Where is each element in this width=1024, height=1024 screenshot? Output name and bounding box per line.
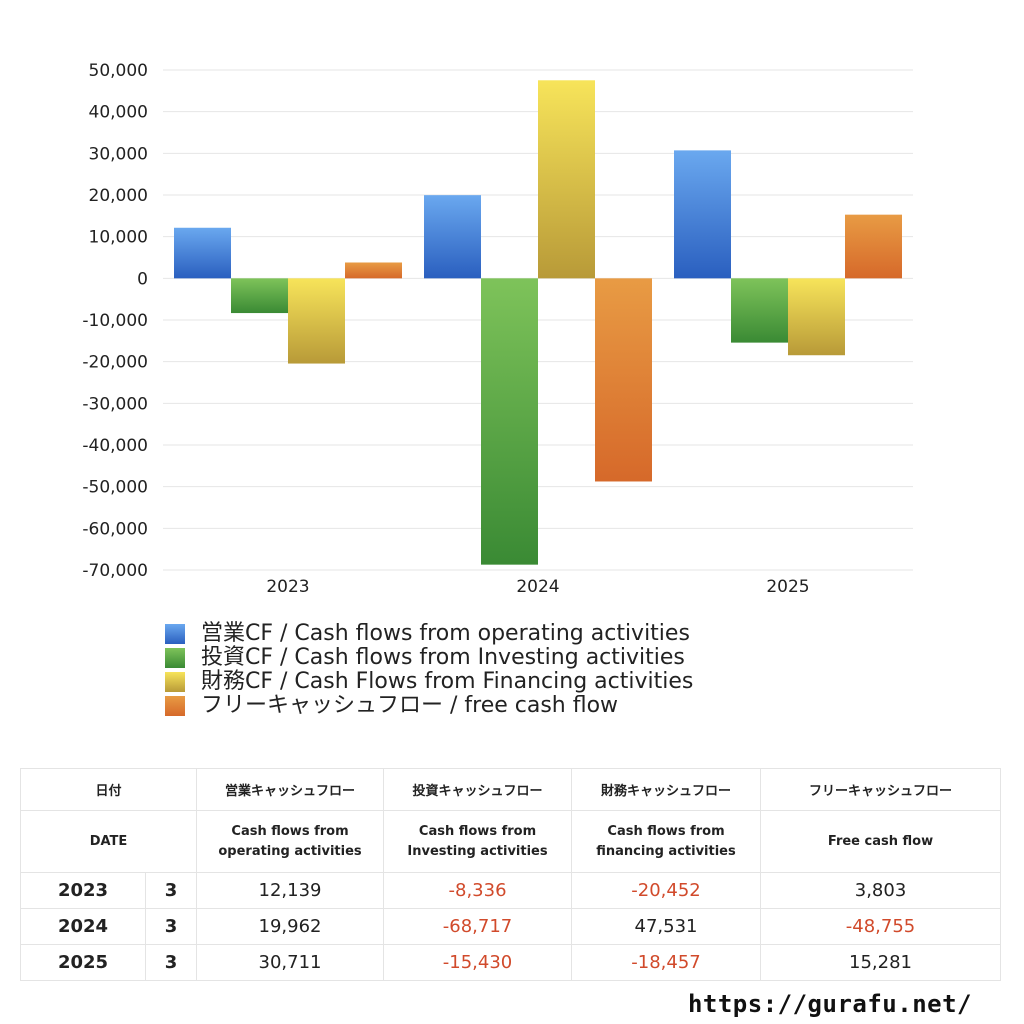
row-month: 3 bbox=[144, 944, 198, 981]
y-tick-label: -60,000 bbox=[82, 519, 148, 539]
header-operating-en: Cash flows from operating activities bbox=[196, 810, 385, 873]
legend-swatch-operating bbox=[165, 624, 185, 644]
x-tick-label: 2024 bbox=[516, 577, 559, 597]
bar-financing-2023 bbox=[288, 278, 345, 364]
x-tick-label: 2023 bbox=[266, 577, 309, 597]
table-row: 2025 3 30,711 -15,430 -18,457 15,281 bbox=[20, 944, 1002, 981]
legend-item: 財務CF / Cash Flows from Financing activit… bbox=[165, 670, 693, 694]
header-operating-jp: 営業キャッシュフロー bbox=[196, 768, 385, 811]
header-free-jp: フリーキャッシュフロー bbox=[760, 768, 1002, 811]
site-url[interactable]: https://gurafu.net/ bbox=[687, 990, 972, 1018]
bar-operating-2025 bbox=[674, 150, 731, 279]
cell-investing: -15,430 bbox=[383, 944, 573, 981]
cell-investing: -8,336 bbox=[383, 872, 573, 909]
cell-free: -48,755 bbox=[760, 908, 1002, 945]
header-date-jp: 日付 bbox=[19, 768, 198, 811]
cell-investing: -68,717 bbox=[383, 908, 573, 945]
cell-operating: 19,962 bbox=[196, 908, 385, 945]
y-tick-label: -50,000 bbox=[82, 478, 148, 498]
cell-financing: -20,452 bbox=[571, 872, 762, 909]
y-tick-label: 50,000 bbox=[89, 61, 148, 81]
legend-swatch-investing bbox=[165, 648, 185, 668]
y-tick-label: 0 bbox=[137, 269, 148, 289]
row-year: 2023 bbox=[20, 872, 146, 909]
bar-investing-2023 bbox=[231, 278, 288, 314]
legend-label-free: フリーキャッシュフロー / free cash flow bbox=[201, 693, 619, 718]
cell-financing: -18,457 bbox=[571, 944, 762, 981]
table-header-row: 日付 営業キャッシュフロー 投資キャッシュフロー 財務キャッシュフロー フリーキ… bbox=[19, 768, 1002, 811]
header-investing-jp: 投資キャッシュフロー bbox=[383, 768, 573, 811]
row-month: 3 bbox=[144, 908, 198, 945]
bar-financing-2025 bbox=[788, 278, 845, 356]
chart-legend: 営業CF / Cash flows from operating activit… bbox=[165, 622, 693, 718]
row-year: 2025 bbox=[20, 944, 146, 981]
y-tick-label: -30,000 bbox=[82, 394, 148, 414]
legend-label-financing: 財務CF / Cash Flows from Financing activit… bbox=[201, 669, 694, 694]
x-tick-label: 2025 bbox=[766, 577, 809, 597]
bar-operating-2024 bbox=[424, 195, 481, 279]
y-tick-label: 20,000 bbox=[89, 186, 148, 206]
header-date-en: DATE bbox=[19, 810, 198, 873]
header-financing-jp: 財務キャッシュフロー bbox=[571, 768, 762, 811]
legend-label-investing: 投資CF / Cash flows from Investing activit… bbox=[201, 645, 685, 670]
header-investing-en: Cash flows from Investing activities bbox=[383, 810, 573, 873]
legend-swatch-free bbox=[165, 696, 185, 716]
y-tick-label: -20,000 bbox=[82, 353, 148, 373]
bar-free-2024 bbox=[595, 278, 652, 482]
legend-item: 営業CF / Cash flows from operating activit… bbox=[165, 622, 693, 646]
row-month: 3 bbox=[144, 872, 198, 909]
row-year: 2024 bbox=[20, 908, 146, 945]
cell-free: 15,281 bbox=[760, 944, 1002, 981]
bar-free-2025 bbox=[845, 214, 902, 279]
cell-operating: 12,139 bbox=[196, 872, 385, 909]
bar-free-2023 bbox=[345, 262, 402, 279]
table-row: 2023 3 12,139 -8,336 -20,452 3,803 bbox=[20, 872, 1002, 909]
bar-investing-2024 bbox=[481, 278, 538, 565]
bar-financing-2024 bbox=[538, 80, 595, 279]
cell-free: 3,803 bbox=[760, 872, 1002, 909]
table-row: 2024 3 19,962 -68,717 47,531 -48,755 bbox=[20, 908, 1002, 945]
y-tick-label: 30,000 bbox=[89, 144, 148, 164]
legend-label-operating: 営業CF / Cash flows from operating activit… bbox=[201, 621, 690, 646]
bar-operating-2023 bbox=[174, 227, 231, 279]
y-tick-label: -10,000 bbox=[82, 311, 148, 331]
cell-operating: 30,711 bbox=[196, 944, 385, 981]
bar-investing-2025 bbox=[731, 278, 788, 343]
legend-swatch-financing bbox=[165, 672, 185, 692]
y-tick-label: 40,000 bbox=[89, 103, 148, 123]
table-header-row: DATE Cash flows from operating activities… bbox=[19, 810, 1002, 873]
header-free-en: Free cash flow bbox=[760, 810, 1002, 873]
cash-flow-bar-chart: 50,000 40,000 30,000 20,000 10,000 0 -10,000 -2… bbox=[82, 61, 913, 597]
legend-item: フリーキャッシュフロー / free cash flow bbox=[165, 694, 693, 718]
y-tick-label: 10,000 bbox=[89, 228, 148, 248]
cell-financing: 47,531 bbox=[571, 908, 762, 945]
header-financing-en: Cash flows from financing activities bbox=[571, 810, 762, 873]
legend-item: 投資CF / Cash flows from Investing activit… bbox=[165, 646, 693, 670]
y-tick-label: -70,000 bbox=[82, 561, 148, 581]
y-tick-label: -40,000 bbox=[82, 436, 148, 456]
cash-flow-table: 日付 営業キャッシュフロー 投資キャッシュフロー 財務キャッシュフロー フリーキ… bbox=[19, 768, 1002, 981]
